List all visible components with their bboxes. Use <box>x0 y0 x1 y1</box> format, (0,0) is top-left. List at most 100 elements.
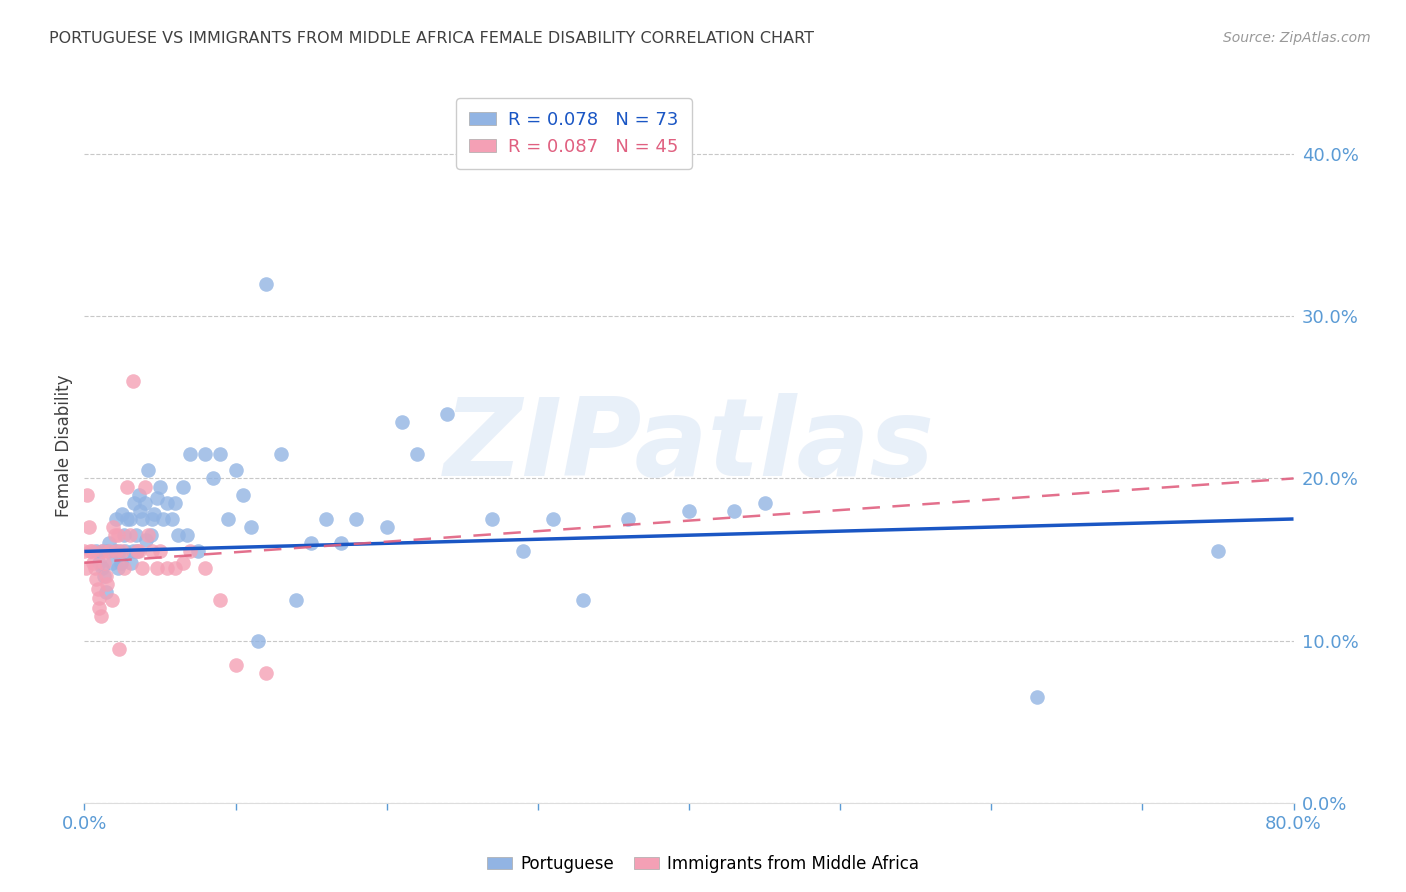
Point <box>209 593 232 607</box>
Point <box>481 512 503 526</box>
Point <box>285 593 308 607</box>
Point <box>89 556 111 570</box>
Point <box>209 447 232 461</box>
Point <box>149 544 172 558</box>
Point <box>108 544 131 558</box>
Point <box>129 504 152 518</box>
Point <box>76 488 98 502</box>
Point <box>678 504 700 518</box>
Point <box>115 479 138 493</box>
Point <box>79 544 101 558</box>
Point <box>91 544 114 558</box>
Point <box>134 496 156 510</box>
Point <box>217 512 239 526</box>
Point <box>299 536 322 550</box>
Point <box>93 556 115 570</box>
Point <box>194 447 217 461</box>
Point <box>239 520 262 534</box>
Point <box>152 512 174 526</box>
Point <box>141 512 163 526</box>
Point <box>87 582 110 596</box>
Point <box>572 593 595 607</box>
Point <box>96 544 118 558</box>
Point <box>315 512 337 526</box>
Point <box>77 520 100 534</box>
Text: ZIPatlas: ZIPatlas <box>443 393 935 499</box>
Point <box>141 544 163 558</box>
Point <box>127 544 149 558</box>
Point <box>86 572 108 586</box>
Point <box>541 512 564 526</box>
Point <box>125 528 148 542</box>
Point <box>139 528 162 542</box>
Point <box>96 577 118 591</box>
Point <box>111 507 134 521</box>
Point <box>135 533 157 547</box>
Point <box>136 528 159 542</box>
Point <box>104 528 127 542</box>
Y-axis label: Female Disability: Female Disability <box>55 375 73 517</box>
Point <box>121 544 143 558</box>
Point <box>107 560 129 574</box>
Point <box>232 488 254 502</box>
Point <box>82 556 104 570</box>
Point <box>194 560 217 574</box>
Point <box>105 544 128 558</box>
Point <box>114 544 136 558</box>
Point <box>176 528 198 542</box>
Point <box>225 657 247 672</box>
Point <box>112 560 135 574</box>
Point <box>617 512 640 526</box>
Point <box>172 556 194 570</box>
Point <box>112 528 135 542</box>
Point <box>91 544 114 558</box>
Point <box>512 544 534 558</box>
Point <box>156 560 179 574</box>
Point <box>156 496 179 510</box>
Point <box>107 528 129 542</box>
Point <box>101 520 124 534</box>
Point <box>391 415 413 429</box>
Point <box>94 568 117 582</box>
Point <box>89 591 111 606</box>
Point <box>90 609 112 624</box>
Point <box>86 544 108 558</box>
Point <box>254 277 277 291</box>
Point <box>179 544 201 558</box>
Point <box>149 479 172 493</box>
Legend: Portuguese, Immigrants from Middle Africa: Portuguese, Immigrants from Middle Afric… <box>479 848 927 880</box>
Point <box>115 512 138 526</box>
Text: Source: ZipAtlas.com: Source: ZipAtlas.com <box>1223 31 1371 45</box>
Point <box>128 488 150 502</box>
Point <box>723 504 745 518</box>
Point <box>146 491 169 505</box>
Point <box>91 560 114 574</box>
Point <box>122 496 145 510</box>
Point <box>121 374 143 388</box>
Text: PORTUGUESE VS IMMIGRANTS FROM MIDDLE AFRICA FEMALE DISABILITY CORRELATION CHART: PORTUGUESE VS IMMIGRANTS FROM MIDDLE AFR… <box>49 31 814 46</box>
Point <box>131 560 153 574</box>
Point <box>1206 544 1229 558</box>
Point <box>167 528 190 542</box>
Point <box>131 512 153 526</box>
Point <box>254 666 277 681</box>
Point <box>104 544 127 558</box>
Legend: R = 0.078   N = 73, R = 0.087   N = 45: R = 0.078 N = 73, R = 0.087 N = 45 <box>456 98 692 169</box>
Point <box>270 447 292 461</box>
Point <box>93 568 115 582</box>
Point <box>187 544 209 558</box>
Point <box>225 463 247 477</box>
Point <box>375 520 398 534</box>
Point <box>165 496 187 510</box>
Point <box>111 544 134 558</box>
Point <box>118 528 141 542</box>
Point <box>100 593 122 607</box>
Point <box>120 556 142 570</box>
Point <box>105 512 128 526</box>
Point <box>172 479 194 493</box>
Point <box>136 463 159 477</box>
Point <box>118 512 141 526</box>
Point <box>80 544 103 558</box>
Point <box>75 560 97 574</box>
Point <box>406 447 429 461</box>
